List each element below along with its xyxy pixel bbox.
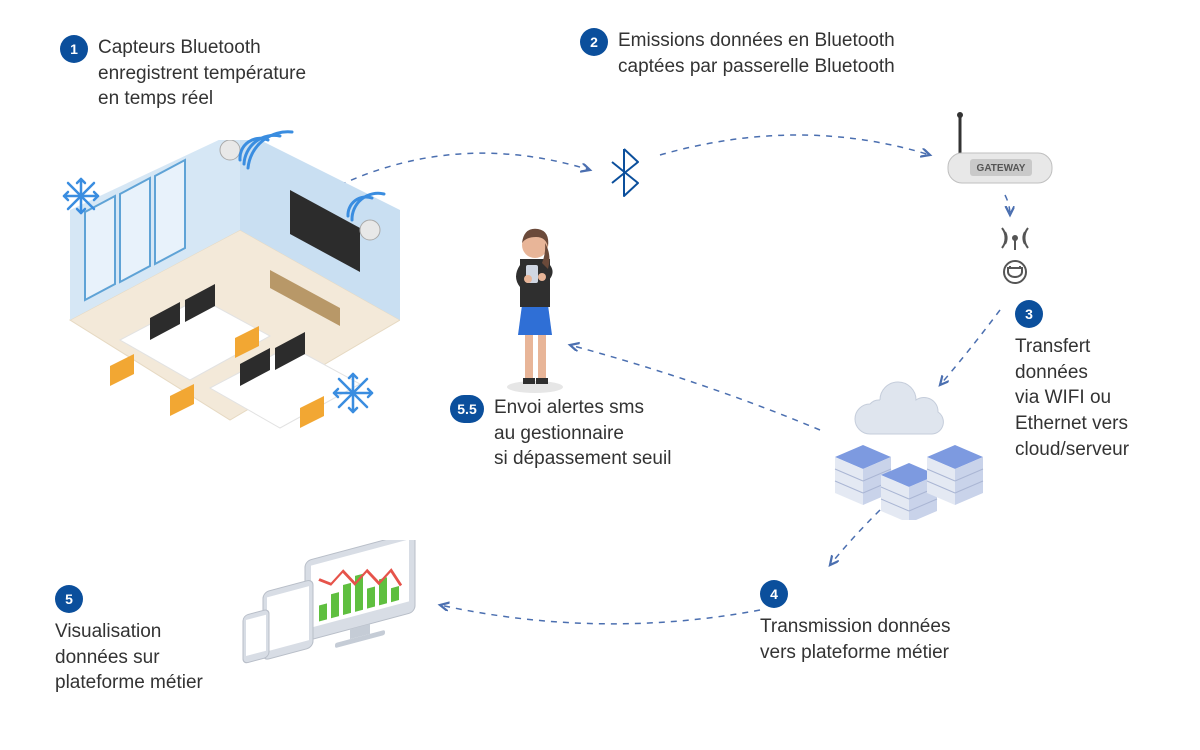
step-2: 2 Emissions données en Bluetoothcaptées … <box>580 28 895 79</box>
snowflake-icon-1 <box>60 175 102 217</box>
step-3: 3 Transfertdonnéesvia WIFI ouEthernet ve… <box>1015 300 1129 462</box>
step-5-5-badge: 5.5 <box>450 395 484 423</box>
wireless-power-icons <box>990 220 1040 290</box>
step-5: 5 Visualisationdonnées surplateforme mét… <box>55 585 203 696</box>
person-icon <box>490 215 580 395</box>
step-3-badge: 3 <box>1015 300 1043 328</box>
cloud-servers-icon <box>820 370 990 520</box>
step-2-text: Emissions données en Bluetoothcaptées pa… <box>618 28 895 79</box>
step-4-text: Transmission donnéesvers plateforme méti… <box>760 614 950 665</box>
step-5-badge: 5 <box>55 585 83 613</box>
step-1-badge: 1 <box>60 35 88 63</box>
devices-icon <box>235 540 435 690</box>
step-5-5-text: Envoi alertes smsau gestionnairesi dépas… <box>494 395 671 472</box>
step-5-text: Visualisationdonnées surplateforme métie… <box>55 619 203 696</box>
snowflake-icon-2 <box>330 370 376 416</box>
step-3-text: Transfertdonnéesvia WIFI ouEthernet vers… <box>1015 334 1129 462</box>
bluetooth-icon <box>600 145 648 200</box>
gateway-icon: GATEWAY <box>930 105 1070 195</box>
step-4: 4 Transmission donnéesvers plateforme mé… <box>760 580 950 665</box>
step-1-text: Capteurs Bluetoothenregistrent températu… <box>98 35 306 112</box>
wifi-arcs-2 <box>340 180 400 225</box>
step-4-badge: 4 <box>760 580 788 608</box>
svg-text:GATEWAY: GATEWAY <box>977 163 1026 174</box>
step-2-badge: 2 <box>580 28 608 56</box>
wifi-arcs-1 <box>230 120 300 170</box>
step-1: 1 Capteurs Bluetoothenregistrent tempéra… <box>60 35 306 112</box>
step-5-5: 5.5 Envoi alertes smsau gestionnairesi d… <box>450 395 671 472</box>
